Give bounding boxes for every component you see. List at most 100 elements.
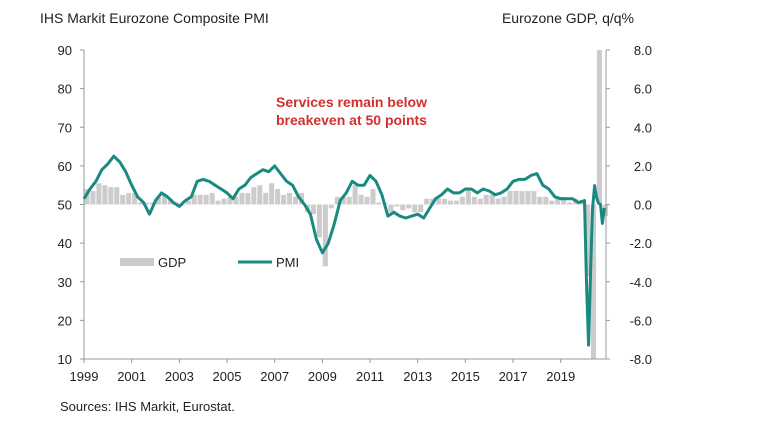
gdp-bar: [590, 204, 597, 359]
gdp-bar: [453, 200, 459, 205]
source-note: Sources: IHS Markit, Eurostat.: [60, 399, 235, 414]
gdp-bar: [394, 204, 400, 207]
gdp-bar: [584, 204, 591, 276]
right-axis-title: Eurozone GDP, q/q%: [501, 10, 634, 26]
gdp-bar: [441, 198, 448, 205]
gdp-bar: [567, 202, 573, 205]
gdp-bar: [96, 183, 102, 205]
gdp-bar: [549, 200, 555, 205]
gdp-bar: [233, 196, 239, 205]
left-y-tick-label: 10: [58, 352, 72, 367]
gdp-bar: [155, 196, 162, 205]
x-tick-label: 2003: [165, 369, 194, 384]
x-tick-label: 1999: [70, 369, 99, 384]
gdp-bar: [519, 190, 525, 205]
gdp-bar: [537, 196, 543, 205]
gdp-bar: [185, 200, 191, 205]
left-y-tick-label: 40: [58, 236, 72, 251]
legend-gdp-label: GDP: [158, 255, 186, 270]
legend: GDP PMI: [120, 255, 299, 270]
gdp-bar: [90, 190, 96, 205]
left-y-tick-label: 20: [58, 313, 72, 328]
gdp-bar: [120, 194, 126, 205]
gdp-bar: [203, 194, 209, 205]
gdp-bar: [221, 198, 227, 205]
gdp-bar: [287, 192, 293, 205]
gdp-bar: [275, 189, 281, 205]
gdp-bar: [596, 50, 602, 205]
gdp-bar: [316, 204, 322, 238]
right-y-tick-label: 8.0: [634, 43, 652, 58]
gdp-bar: [138, 202, 144, 205]
gdp-bar: [132, 192, 138, 205]
gdp-bar: [424, 198, 430, 205]
gdp-bar: [376, 202, 382, 205]
gdp-bar: [102, 185, 108, 205]
gdp-bar: [114, 187, 120, 205]
gdp-bar: [161, 194, 167, 205]
gdp-bar: [251, 187, 257, 205]
right-y-tick-label: -2.0: [630, 236, 652, 251]
gdp-bar: [322, 204, 328, 267]
gdp-bar: [197, 194, 203, 205]
gdp-bar: [358, 194, 364, 205]
gdp-bar: [239, 192, 245, 205]
gdp-bar: [489, 194, 495, 205]
gdp-bar: [269, 183, 275, 205]
chart-annotation: Services remain below breakeven at 50 po…: [276, 94, 427, 128]
gdp-bar: [263, 192, 269, 205]
gdp-bar: [215, 200, 221, 205]
gdp-bar: [108, 187, 114, 205]
legend-pmi-label: PMI: [276, 255, 299, 270]
gdp-bar: [245, 192, 251, 205]
gdp-bar: [340, 196, 346, 205]
gdp-bar: [507, 190, 513, 205]
left-y-tick-label: 60: [58, 159, 72, 174]
gdp-bar: [436, 198, 442, 205]
gdp-bar: [293, 196, 299, 205]
left-axis-title: IHS Markit Eurozone Composite PMI: [40, 10, 269, 26]
gdp-bar: [465, 189, 471, 205]
gdp-bar: [400, 204, 406, 211]
x-tick-label: 2015: [451, 369, 480, 384]
gdp-bar: [513, 190, 519, 205]
gdp-bar: [334, 196, 340, 205]
x-tick-label: 2017: [499, 369, 528, 384]
gdp-bar: [579, 202, 585, 205]
left-y-tick-label: 30: [58, 275, 72, 290]
gdp-bar: [84, 189, 90, 205]
pmi-series-line: [82, 154, 606, 347]
gdp-bar: [483, 194, 489, 205]
right-y-tick-label: 6.0: [634, 82, 652, 97]
gdp-bar: [126, 192, 132, 205]
right-y-tick-label: -6.0: [630, 313, 652, 328]
gdp-bar: [447, 200, 454, 205]
gdp-bar: [561, 196, 567, 205]
right-y-tick-label: 4.0: [634, 120, 652, 135]
axis-ticks-group: 90 80 70 60 50 40 30 20 10 8.0 6.0 4.0 2.0 0.0 -2.0 -4.…: [58, 43, 652, 384]
gdp-bar: [471, 196, 477, 205]
x-tick-label: 2001: [117, 369, 146, 384]
gdp-bar: [555, 198, 561, 205]
right-y-tick-label: -8.0: [630, 352, 652, 367]
gdp-bar: [310, 204, 316, 215]
gdp-bar: [364, 196, 370, 205]
gdp-bar: [531, 190, 537, 205]
left-y-tick-label: 90: [58, 43, 72, 58]
right-y-tick-label: -4.0: [630, 275, 652, 290]
gdp-bar: [525, 190, 531, 205]
x-tick-label: 2011: [356, 369, 384, 384]
gdp-bar: [495, 198, 501, 205]
gdp-bar: [412, 204, 418, 213]
gdp-bar: [328, 204, 334, 209]
x-tick-label: 2013: [403, 369, 432, 384]
gdp-bar: [191, 194, 197, 205]
left-y-tick-label: 80: [58, 82, 72, 97]
gdp-bar: [418, 204, 424, 213]
gdp-bar: [352, 185, 358, 205]
gdp-bar: [257, 185, 263, 205]
gdp-bar: [501, 196, 507, 205]
gdp-bar: [459, 196, 465, 205]
gdp-bar: [144, 202, 150, 205]
